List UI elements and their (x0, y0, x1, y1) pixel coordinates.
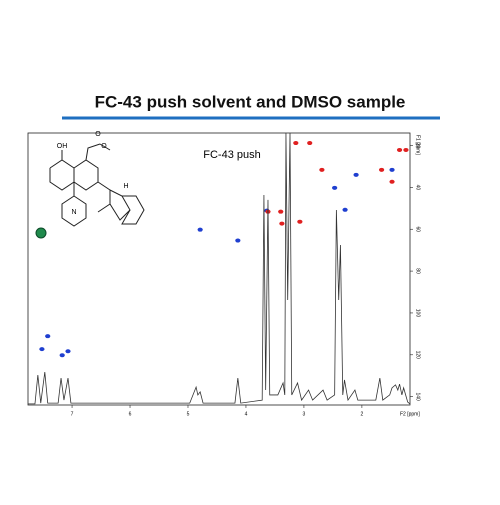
x-tick-label: 3 (303, 411, 306, 417)
x-axis-label: F2 [ppm] (400, 411, 420, 417)
structure (49, 143, 145, 227)
cross-peak (279, 221, 285, 226)
cross-peak (235, 238, 241, 243)
cross-peak (319, 167, 325, 172)
cross-peak (396, 147, 403, 152)
cross-peak (378, 167, 385, 172)
y-axis-label: F1 [ppm] (415, 135, 421, 155)
y-tick-label: 100 (415, 309, 421, 318)
cross-peak (39, 347, 45, 352)
cross-peak (342, 207, 348, 212)
y-tick-label: 60 (415, 226, 421, 232)
y-tick-label: 120 (415, 351, 421, 360)
y-tick-label: 80 (415, 268, 421, 274)
structure-label: OH (57, 143, 68, 150)
x-tick-label: 6 (129, 411, 132, 417)
cross-peak (197, 227, 203, 232)
x-tick-label: 2 (360, 411, 363, 417)
cross-peak (59, 353, 65, 358)
structure-label: H (123, 183, 128, 190)
cross-peak (389, 179, 395, 184)
plot-frame (27, 132, 411, 406)
cross-peak (332, 185, 338, 190)
cross-peak (65, 349, 71, 354)
y-tick-label: 140 (415, 392, 421, 401)
annotation: FC-43 push (203, 149, 260, 161)
cross-peak (45, 334, 51, 339)
cross-peak (403, 147, 409, 152)
green-marker (35, 227, 47, 239)
x-tick-label: 5 (187, 411, 190, 417)
y-tick-label: 40 (415, 185, 421, 191)
cross-peak (297, 219, 303, 224)
x-tick-label: 4 (245, 411, 248, 417)
y-tick-label: 20 (415, 143, 421, 149)
cross-peak (293, 141, 299, 146)
spectrum-trace (28, 132, 411, 405)
cross-peak (389, 167, 395, 172)
structure-label: N (71, 209, 76, 216)
cross-peak (353, 172, 359, 177)
cross-peak (278, 209, 284, 214)
cross-peak (307, 141, 313, 146)
structure-label: O (101, 143, 107, 150)
x-tick-label: 7 (71, 411, 74, 417)
structure-label: O (95, 131, 101, 138)
slide-title: FC-43 push solvent and DMSO sample (95, 92, 406, 111)
